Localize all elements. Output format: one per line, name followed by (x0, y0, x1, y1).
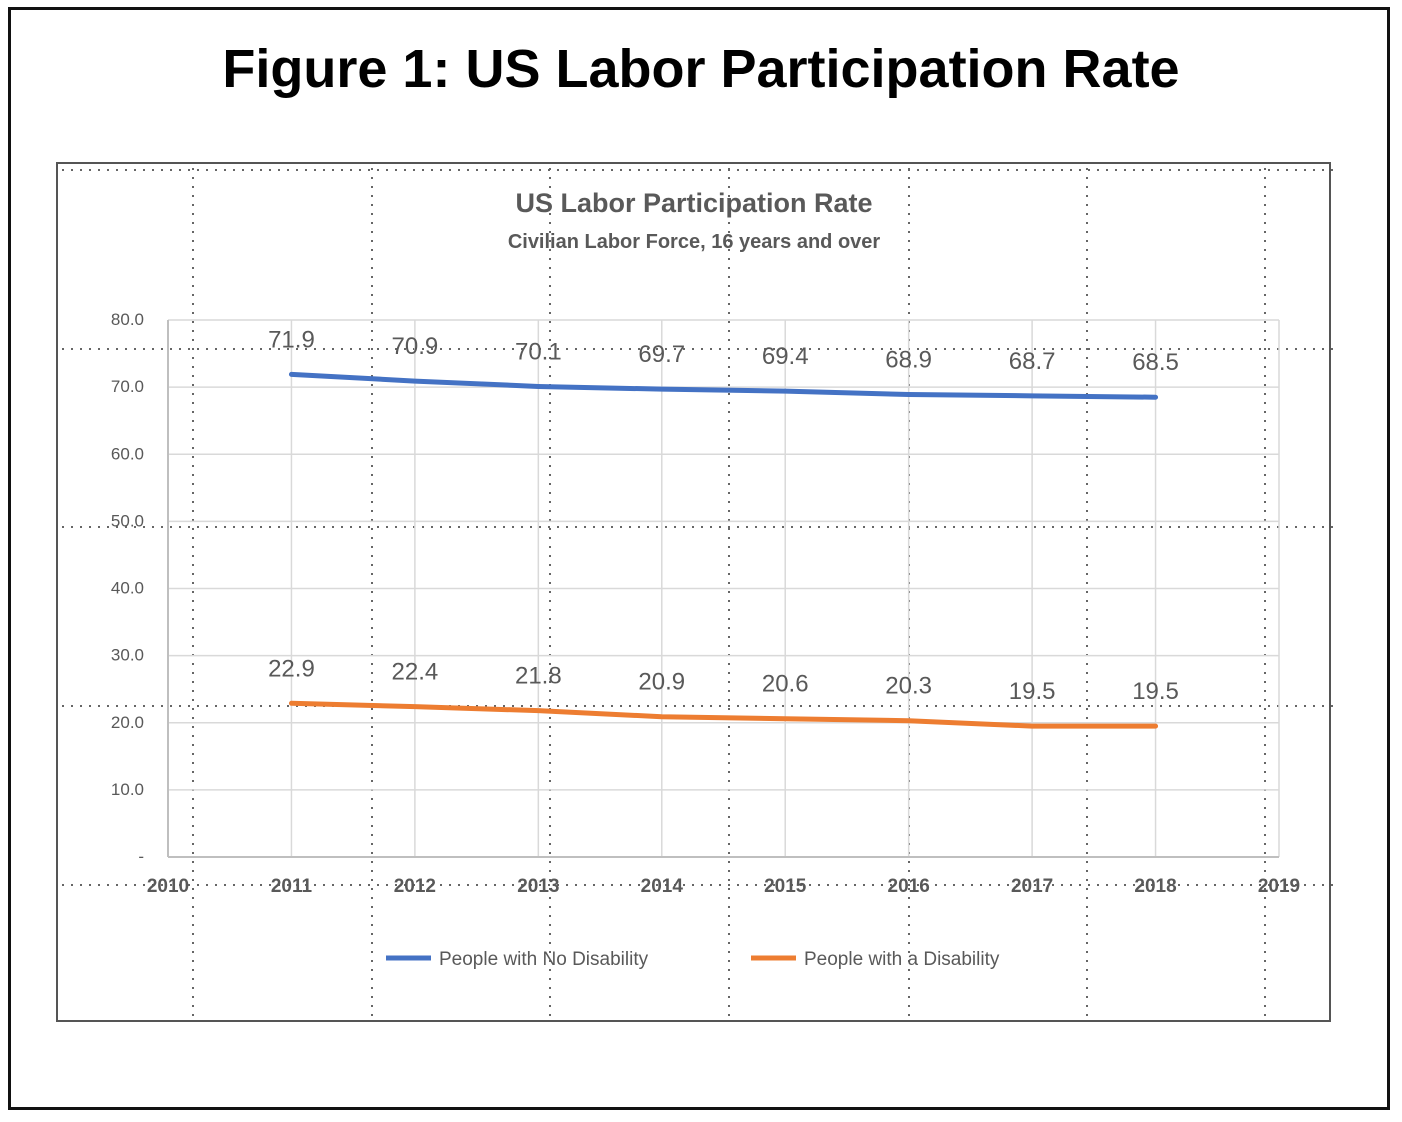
chart-subtitle: Civilian Labor Force, 16 years and over (508, 231, 881, 253)
data-label: 22.9 (268, 655, 315, 682)
series-lines (288, 371, 1159, 729)
data-label: 70.1 (515, 338, 562, 365)
y-axis-tick-labels: - 10.0 20.0 30.0 40.0 50.0 60.0 70.0 80.0 (111, 310, 144, 866)
data-label: 68.9 (885, 347, 932, 374)
x-tick-label: 2017 (1011, 876, 1053, 897)
y-tick-label: 30.0 (111, 646, 144, 665)
legend-label-disability: People with a Disability (804, 949, 1000, 970)
data-label: 21.8 (515, 663, 562, 690)
x-tick-label: 2015 (764, 876, 807, 897)
data-label: 19.5 (1132, 678, 1179, 705)
x-tick-label: 2013 (517, 876, 559, 897)
gridlines (168, 319, 1280, 857)
data-label: 68.7 (1009, 348, 1056, 375)
y-tick-label: 70.0 (111, 377, 144, 396)
x-tick-label: 2016 (888, 876, 930, 897)
y-tick-label: 40.0 (111, 579, 144, 598)
y-tick-label: 60.0 (111, 444, 144, 463)
x-axis-tick-labels: 2010 2011 2012 2013 2014 2015 2016 2017 2018 2019 (147, 876, 1300, 897)
data-label: 70.9 (392, 333, 439, 360)
legend-label-no-disability: People with No Disability (439, 949, 649, 970)
data-label: 69.4 (762, 343, 809, 370)
y-tick-label: - (138, 847, 144, 866)
legend: People with No Disability People with a … (386, 949, 1000, 970)
chart-area-border (56, 162, 1331, 1022)
chart-title: US Labor Participation Rate (515, 188, 872, 218)
axes (167, 320, 1279, 858)
data-label: 20.9 (638, 669, 685, 696)
y-tick-label: 50.0 (111, 511, 144, 530)
data-label: 22.4 (392, 659, 439, 686)
y-tick-label: 10.0 (111, 780, 144, 799)
data-label: 20.3 (885, 673, 932, 700)
series-line-disability (288, 700, 1159, 729)
series-line-no-disability (288, 371, 1159, 400)
data-label: 20.6 (762, 671, 809, 698)
data-label: 69.7 (638, 341, 685, 368)
x-tick-label: 2014 (641, 876, 684, 897)
figure-title: Figure 1: US Labor Participation Rate (222, 39, 1180, 99)
x-tick-label: 2018 (1134, 876, 1176, 897)
x-tick-label: 2011 (271, 876, 313, 897)
data-labels: 71.9 70.9 70.1 69.7 69.4 68.9 68.7 68.5 22.9 22.4… (268, 326, 1179, 705)
y-tick-label: 20.0 (111, 713, 144, 732)
x-tick-label: 2012 (394, 876, 436, 897)
y-tick-label: 80.0 (111, 310, 144, 329)
data-label: 71.9 (268, 326, 315, 353)
x-tick-label: 2019 (1258, 876, 1300, 897)
x-tick-label: 2010 (147, 876, 189, 897)
data-label: 19.5 (1009, 678, 1056, 705)
data-label: 68.5 (1132, 349, 1179, 376)
